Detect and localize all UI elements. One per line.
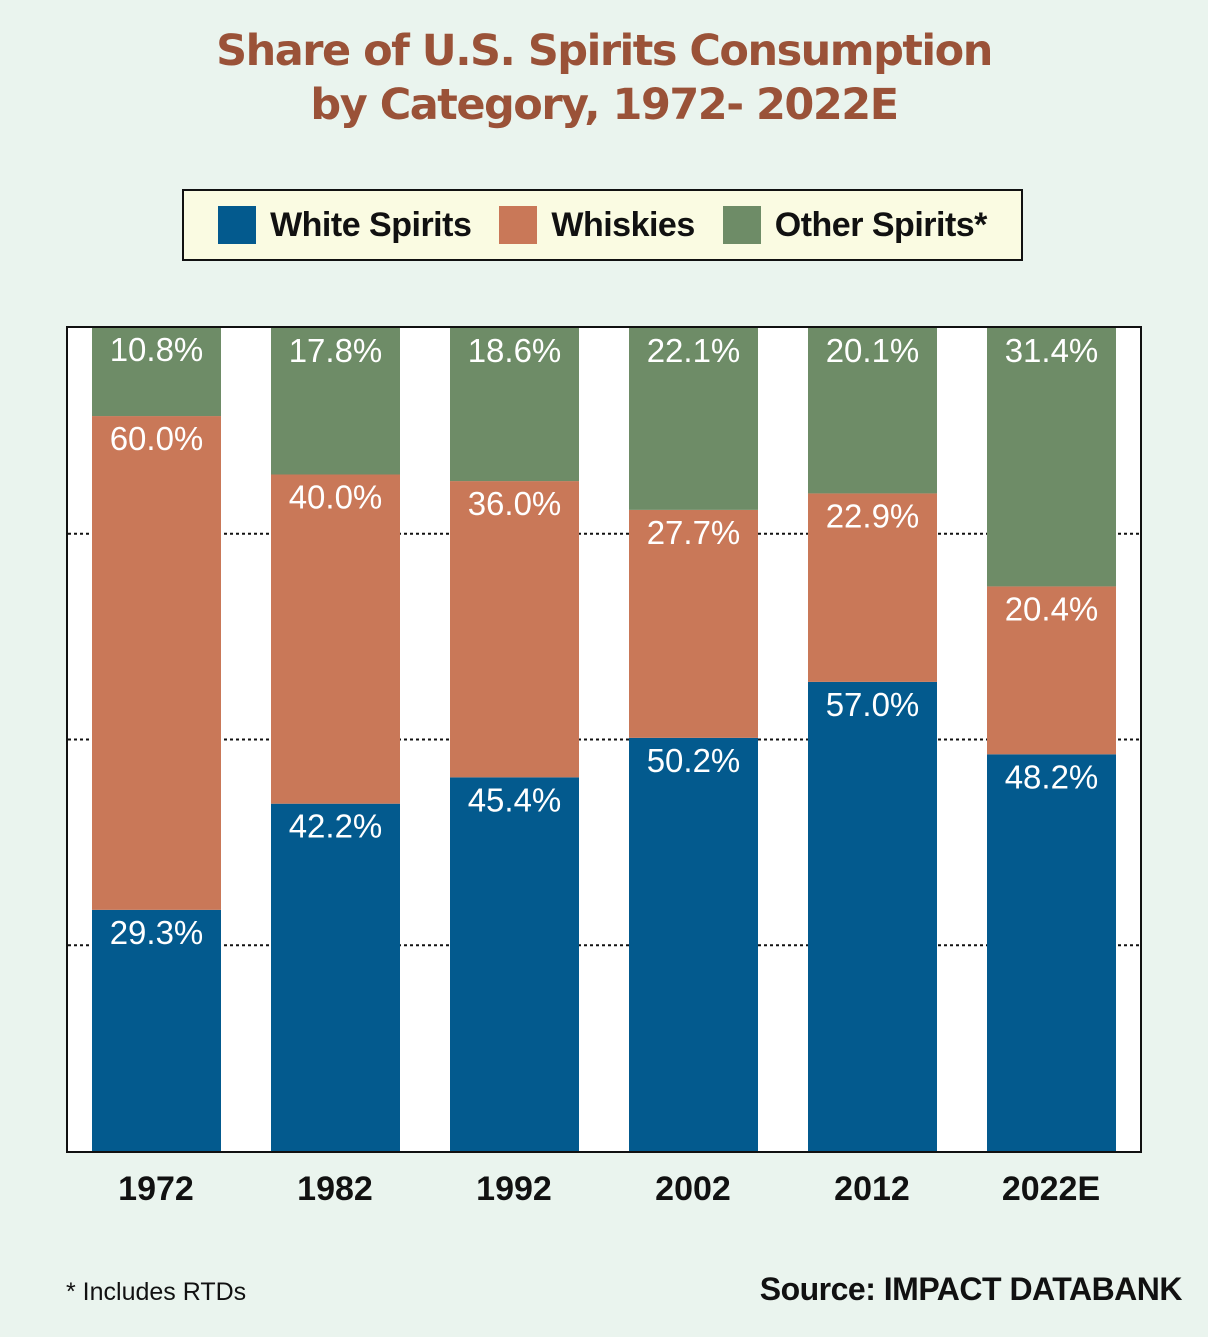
data-label-white-spirits-1972: 29.3%	[110, 914, 204, 951]
chart-legend: White Spirits Whiskies Other Spirits*	[182, 189, 1023, 261]
legend-item-white-spirits: White Spirits	[218, 205, 472, 245]
legend-swatch-other-spirits	[722, 206, 761, 244]
data-label-white-spirits-2012: 57.0%	[826, 686, 920, 723]
bar-segment-whiskies-1972	[92, 416, 221, 910]
data-label-white-spirits-1982: 42.2%	[289, 808, 383, 845]
data-label-whiskies-2002: 27.7%	[647, 514, 741, 551]
legend-item-whiskies: Whiskies	[499, 205, 695, 245]
legend-label-white-spirits: White Spirits	[270, 205, 472, 244]
footnote: * Includes RTDs	[66, 1278, 247, 1306]
data-label-whiskies-2012: 22.9%	[826, 497, 920, 534]
data-label-white-spirits-1992: 45.4%	[468, 781, 562, 818]
data-label-white-spirits-2002: 50.2%	[647, 742, 741, 779]
data-label-whiskies-2022e: 20.4%	[1005, 590, 1099, 627]
chart-title-line-2: by Category, 1972- 2022E	[310, 80, 899, 130]
bar-segment-whiskies-2022e	[987, 586, 1116, 755]
x-tick-label-2022e: 2022E	[1001, 1170, 1101, 1208]
bar-segment-other-spirits-1972	[92, 328, 221, 417]
x-tick-label-2002: 2002	[655, 1170, 731, 1208]
data-label-other-spirits-2022e: 31.4%	[1005, 332, 1099, 369]
plot-area: 29.3% 60.0% 10.8% 42.2% 40.0% 17.8% 45.4% 36.0%…	[66, 326, 1142, 1153]
x-tick-label-1992: 1992	[476, 1170, 552, 1208]
bar-segment-white-spirits-2002	[629, 737, 758, 1151]
data-label-whiskies-1982: 40.0%	[289, 478, 383, 515]
bar-segment-other-spirits-1992	[450, 328, 579, 482]
data-label-whiskies-1972: 60.0%	[110, 420, 204, 457]
data-label-other-spirits-1972: 10.8%	[110, 331, 204, 368]
bar-segment-other-spirits-2012	[808, 328, 937, 494]
stacked-bar-chart: 29.3% 60.0% 10.8% 42.2% 40.0% 17.8% 45.4% 36.0%…	[68, 328, 1140, 1151]
bar-segment-white-spirits-1992	[450, 777, 579, 1151]
bar-segment-white-spirits-2022e	[987, 754, 1116, 1151]
data-label-other-spirits-1982: 17.8%	[289, 332, 383, 369]
x-tick-label-1972: 1972	[118, 1170, 194, 1208]
chart-title-line-1: Share of U.S. Spirits Consumption	[216, 26, 993, 76]
data-label-other-spirits-1992: 18.6%	[468, 332, 562, 369]
bar-segment-white-spirits-1972	[92, 909, 221, 1151]
legend-label-other-spirits: Other Spirits*	[774, 205, 988, 244]
x-tick-label-1982: 1982	[297, 1170, 373, 1208]
bar-segment-other-spirits-1982	[271, 328, 400, 475]
data-label-other-spirits-2012: 20.1%	[826, 332, 920, 369]
x-tick-label-2012: 2012	[834, 1170, 910, 1208]
legend-swatch-white-spirits	[218, 206, 257, 244]
chart-title: Share of U.S. Spirits Consumption by Cat…	[0, 24, 1208, 132]
bar-segment-other-spirits-2022e	[987, 328, 1116, 587]
bar-segment-whiskies-2002	[629, 509, 758, 738]
data-label-white-spirits-2022e: 48.2%	[1005, 758, 1099, 795]
data-label-whiskies-1992: 36.0%	[468, 485, 562, 522]
legend-item-other-spirits: Other Spirits*	[722, 205, 988, 245]
legend-label-whiskies: Whiskies	[551, 205, 695, 244]
bar-segment-white-spirits-1982	[271, 803, 400, 1151]
bar-segment-whiskies-2012	[808, 493, 937, 682]
bar-segment-whiskies-1992	[450, 481, 579, 778]
bar-segment-whiskies-1982	[271, 474, 400, 804]
source-credit: Source: IMPACT DATABANK	[759, 1271, 1183, 1307]
bar-segment-other-spirits-2002	[629, 328, 758, 510]
bar-segment-white-spirits-2012	[808, 681, 937, 1151]
data-label-other-spirits-2002: 22.1%	[647, 332, 741, 369]
legend-swatch-whiskies	[499, 206, 538, 244]
